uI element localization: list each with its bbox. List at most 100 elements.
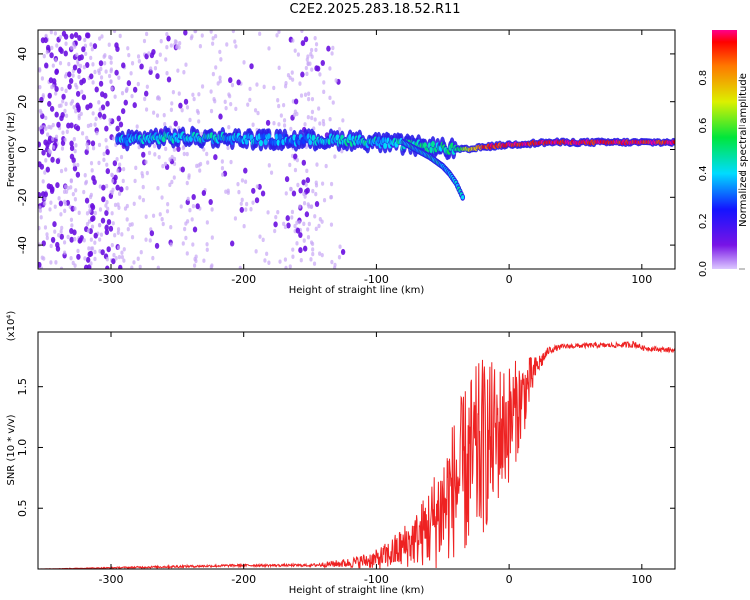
noise-speckle [175, 45, 179, 50]
noise-speckle [85, 104, 90, 111]
noise-speckle [165, 209, 170, 214]
y-tick-label: -20 [16, 188, 29, 206]
noise-speckle [145, 84, 149, 89]
noise-speckle [309, 47, 314, 53]
noise-speckle [59, 266, 64, 269]
noise-speckle [88, 250, 94, 257]
noise-speckle [56, 121, 61, 128]
noise-speckle [82, 189, 86, 195]
noise-speckle [60, 146, 65, 151]
noise-speckle [191, 92, 195, 97]
spectrogram-cells [38, 30, 675, 269]
y-scale-label: (x10⁴) [6, 311, 17, 342]
noise-speckle [66, 185, 70, 191]
noise-speckle [121, 178, 125, 184]
noise-speckle [158, 52, 162, 57]
noise-speckle [218, 113, 223, 120]
noise-speckle [309, 257, 313, 262]
noise-speckle [68, 77, 74, 84]
noise-speckle [77, 210, 81, 216]
noise-speckle [176, 68, 180, 73]
colorbar-label: Normalized spectral amplitude [738, 73, 749, 227]
noise-speckle [236, 79, 241, 86]
noise-speckle [151, 48, 156, 55]
noise-speckle [293, 167, 298, 173]
noise-speckle [79, 79, 84, 86]
noise-speckle [170, 179, 174, 185]
noise-speckle [169, 242, 173, 247]
noise-speckle [317, 223, 321, 229]
noise-speckle [311, 247, 315, 252]
noise-speckle [110, 172, 114, 177]
noise-speckle [166, 76, 172, 83]
noise-speckle [168, 182, 172, 188]
noise-speckle [60, 86, 64, 92]
noise-speckle [51, 136, 55, 142]
noise-speckle [192, 96, 196, 102]
noise-speckle [104, 137, 108, 143]
noise-speckle [158, 212, 162, 217]
noise-speckle [97, 142, 102, 148]
noise-speckle [296, 182, 300, 188]
noise-speckle [116, 168, 120, 173]
noise-speckle [284, 265, 288, 269]
noise-speckle [144, 107, 149, 112]
noise-speckle [295, 241, 299, 246]
noise-speckle [171, 89, 175, 95]
noise-speckle [193, 30, 197, 34]
noise-speckle [47, 138, 52, 145]
noise-speckle [93, 256, 97, 262]
noise-speckle [240, 178, 245, 183]
noise-speckle [113, 94, 117, 99]
noise-speckle [305, 177, 311, 184]
noise-speckle [91, 111, 95, 116]
noise-speckle [40, 76, 45, 81]
noise-speckle [240, 197, 244, 203]
noise-speckle [69, 140, 74, 147]
noise-speckle [211, 41, 215, 46]
noise-speckle [84, 180, 88, 186]
noise-speckle [109, 60, 113, 65]
noise-speckle [169, 225, 173, 230]
noise-speckle [303, 92, 308, 97]
noise-speckle [205, 242, 209, 247]
noise-speckle [256, 110, 260, 116]
noise-speckle [272, 85, 276, 91]
noise-speckle [98, 60, 104, 67]
noise-speckle [239, 206, 244, 213]
noise-speckle [183, 98, 189, 105]
noise-speckle [97, 100, 101, 105]
noise-speckle [165, 45, 169, 50]
noise-speckle [192, 263, 197, 268]
noise-speckle [67, 71, 72, 78]
noise-speckle [178, 41, 182, 46]
noise-speckle [282, 118, 287, 123]
noise-speckle [286, 222, 291, 229]
noise-speckle [176, 145, 181, 152]
noise-speckle [63, 137, 67, 143]
noise-speckle [229, 240, 235, 247]
noise-speckle [295, 227, 301, 234]
noise-speckle [106, 206, 110, 212]
noise-speckle [301, 159, 307, 166]
noise-speckle [249, 207, 253, 212]
noise-speckle [94, 86, 99, 93]
ridge-core [266, 133, 271, 140]
noise-speckle [155, 59, 159, 65]
noise-speckle [170, 154, 174, 160]
noise-speckle [304, 65, 308, 71]
noise-speckle [267, 260, 271, 265]
noise-speckle [52, 145, 56, 150]
y-tick-label: 0.5 [16, 499, 29, 517]
noise-speckle [186, 196, 190, 202]
noise-speckle [136, 54, 141, 59]
noise-speckle [209, 264, 213, 269]
noise-speckle [136, 256, 140, 261]
noise-speckle [104, 229, 110, 236]
noise-speckle [105, 200, 109, 205]
noise-speckle [293, 153, 298, 160]
noise-speckle [93, 69, 97, 75]
noise-speckle [318, 121, 322, 126]
noise-speckle [220, 159, 224, 164]
noise-speckle [209, 89, 213, 94]
